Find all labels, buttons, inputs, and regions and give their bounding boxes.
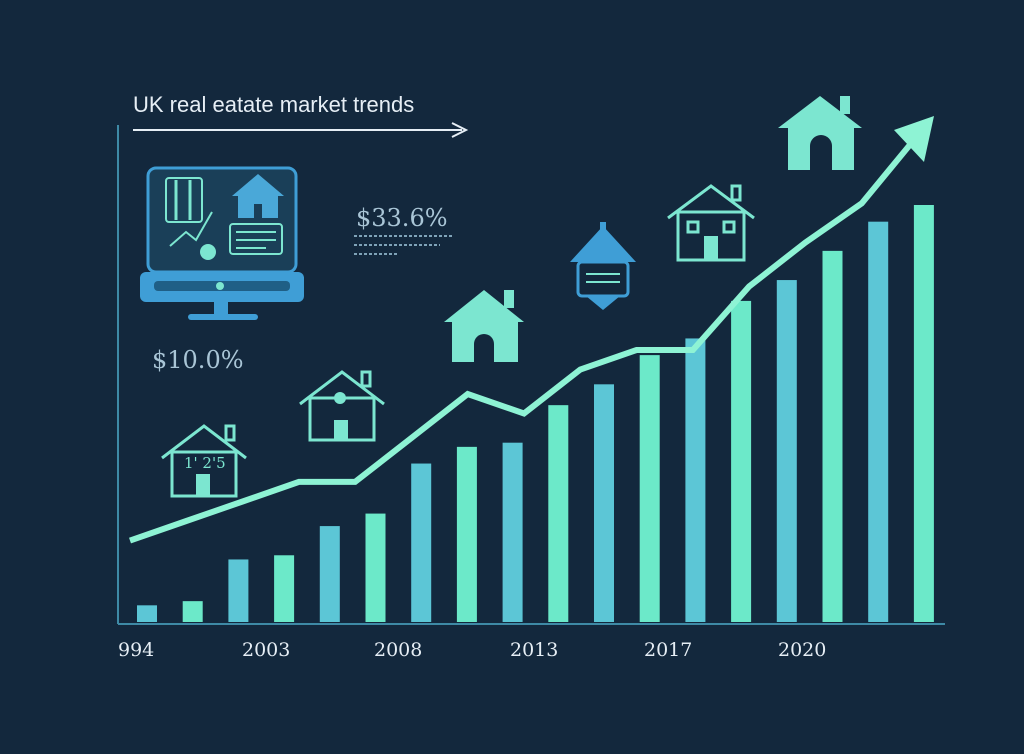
bar bbox=[548, 405, 568, 622]
bar bbox=[274, 555, 294, 622]
bar bbox=[823, 251, 843, 622]
bar bbox=[503, 443, 523, 622]
bar bbox=[594, 384, 614, 622]
bar bbox=[320, 526, 340, 622]
bar bbox=[137, 605, 157, 622]
bar bbox=[411, 464, 431, 622]
annotation-left: $10.0% bbox=[152, 346, 244, 374]
bar bbox=[685, 338, 705, 622]
bar bbox=[183, 601, 203, 622]
x-tick-label: 2017 bbox=[644, 639, 692, 661]
annotation-small-print bbox=[354, 236, 454, 254]
x-tick-label: 2003 bbox=[242, 639, 290, 661]
title-arrow-icon bbox=[133, 123, 466, 137]
x-tick-labels: 994 2003 2008 2013 2017 2020 bbox=[118, 639, 826, 661]
bar bbox=[228, 559, 248, 622]
bar bbox=[777, 280, 797, 622]
annotation-top: $33.6% bbox=[356, 204, 448, 232]
lantern-icon bbox=[570, 222, 636, 310]
house-digits: 1' 2'5 bbox=[184, 454, 226, 472]
house-icon-5 bbox=[778, 96, 862, 170]
bar bbox=[640, 355, 660, 622]
house-icon-4 bbox=[668, 186, 754, 260]
bar bbox=[868, 222, 888, 622]
bar bbox=[457, 447, 477, 622]
x-tick-label: 2020 bbox=[778, 639, 826, 661]
bar bbox=[731, 301, 751, 622]
house-icon-2 bbox=[300, 372, 384, 440]
house-icon-3 bbox=[444, 290, 524, 362]
bar bbox=[914, 205, 934, 622]
x-tick-label: 994 bbox=[118, 639, 154, 661]
chart-title: UK real eatate market trends bbox=[133, 92, 414, 117]
bar bbox=[366, 514, 386, 622]
x-tick-label: 2013 bbox=[510, 639, 558, 661]
x-tick-label: 2008 bbox=[374, 639, 422, 661]
computer-monitor-icon bbox=[140, 168, 304, 320]
